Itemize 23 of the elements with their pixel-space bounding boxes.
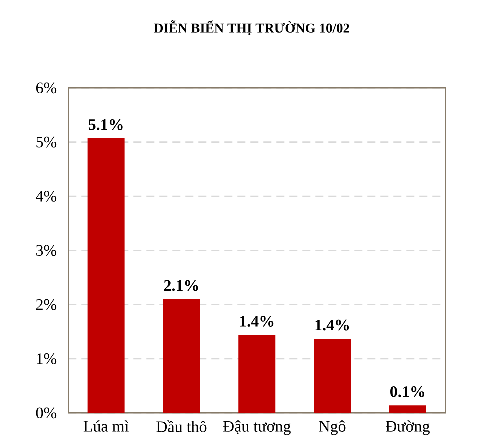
x-tick-label: Ngô [319,420,346,436]
bar [238,335,276,414]
bar [389,406,426,414]
chart-title: DIỄN BIẾN THỊ TRƯỜNG 10/02 [154,20,350,36]
x-tick-label: Đậu tương [223,420,291,436]
data-label: 2.1% [164,280,198,292]
y-tick-label: 6% [36,82,57,94]
y-tick-label: 4% [36,191,57,202]
y-tick-label: 5% [36,136,57,148]
data-label: 1.4% [316,320,350,331]
x-tick-label: Lúa mì [84,420,129,432]
bar [88,138,125,414]
data-label: 0.1% [390,386,424,398]
bar [314,338,352,414]
x-tick-label: Đường [386,420,430,436]
y-tick-label: 1% [37,354,57,364]
y-tick-label: 2% [36,299,57,310]
data-label: 5.1% [88,119,123,130]
y-tick-label: 3% [36,245,57,256]
x-tick-label: Dầu thô [156,420,207,432]
y-tick-label: 0% [36,408,57,419]
bar [163,299,200,414]
data-label: 1.4% [240,316,274,327]
